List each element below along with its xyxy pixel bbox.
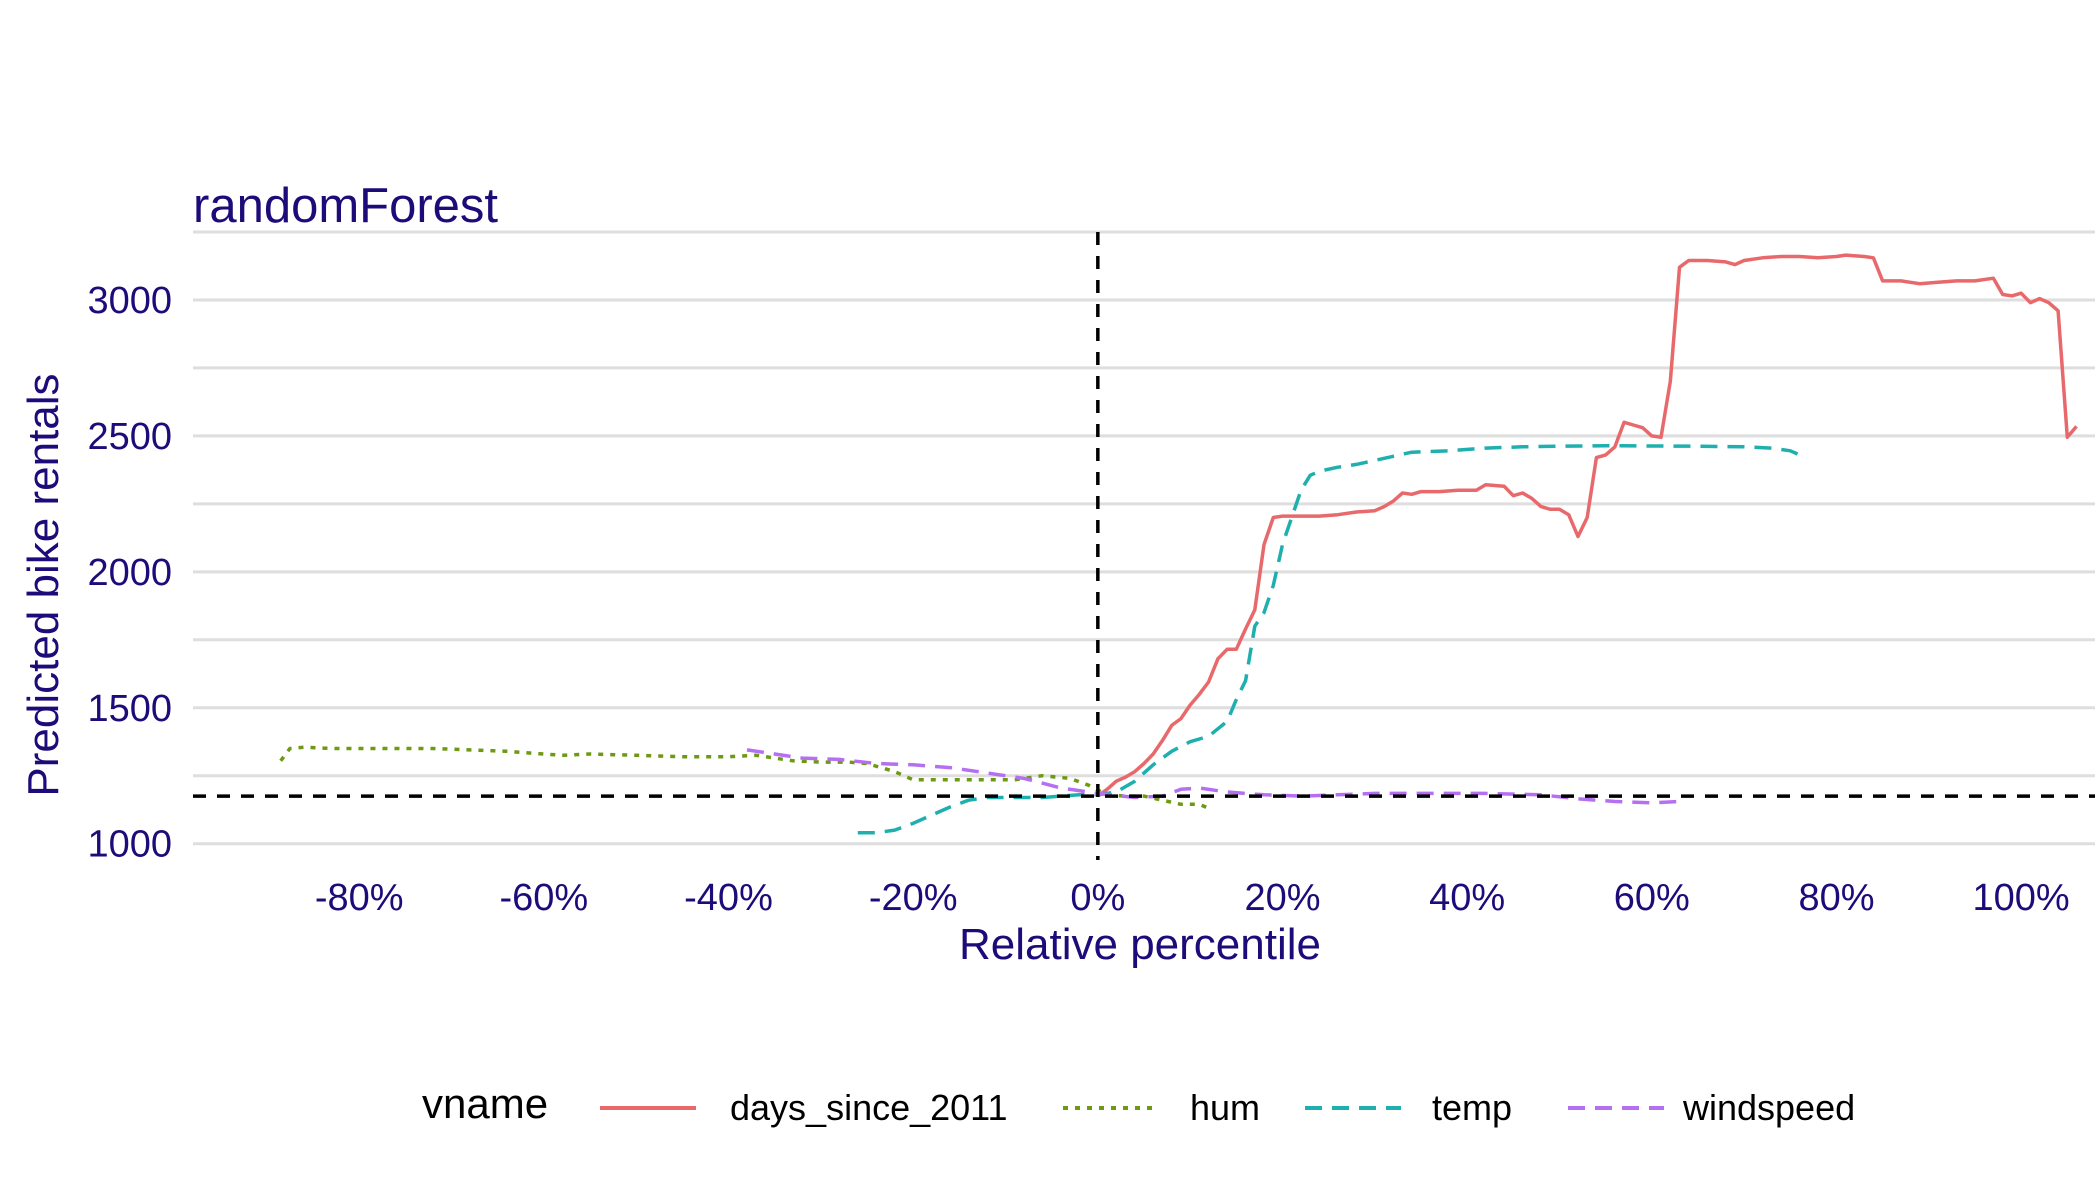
x-tick-label: 20% [1244, 877, 1320, 919]
legend-label-hum: hum [1190, 1087, 1260, 1128]
x-tick-label: 40% [1429, 877, 1505, 919]
x-tick-label: -80% [315, 877, 404, 919]
chart-title: randomForest [193, 179, 498, 233]
x-tick-label: -60% [499, 877, 588, 919]
x-tick-labels: -80% -60% -40% -20% 0% 20% 40% 60% 80% 100% [315, 877, 2070, 919]
x-tick-label: -40% [684, 877, 773, 919]
x-tick-label: 0% [1070, 877, 1125, 919]
series-line-days-since-2011 [1096, 253, 2078, 798]
x-tick-label: 80% [1798, 877, 1874, 919]
y-axis-label: Predicted bike rentals [19, 373, 68, 796]
y-tick-label: 3000 [87, 280, 172, 322]
y-tick-label: 2500 [87, 416, 172, 458]
series-line-temp [857, 443, 1801, 835]
legend-label-days-since-2011: days_since_2011 [730, 1087, 1008, 1128]
series-line-windspeed [746, 748, 1680, 805]
legend-label-windspeed: windspeed [1682, 1087, 1855, 1128]
legend-title: vname [422, 1080, 548, 1127]
x-tick-label: 60% [1614, 877, 1690, 919]
legend-label-temp: temp [1432, 1087, 1512, 1128]
y-tick-label: 1000 [87, 824, 172, 866]
gridlines [193, 230, 2095, 846]
legend-items: days_since_2011 hum temp windspeed [600, 1087, 1855, 1128]
series-layer [279, 253, 2078, 835]
x-axis-label: Relative percentile [959, 920, 1321, 969]
y-tick-label: 2000 [87, 552, 172, 594]
legend: vname days_since_2011 hum temp windspeed [422, 1080, 1855, 1128]
y-tick-label: 1500 [87, 688, 172, 730]
x-tick-label: -20% [869, 877, 958, 919]
x-tick-label: 100% [1973, 877, 2070, 919]
y-tick-labels: 1000 1500 2000 2500 3000 [87, 280, 172, 866]
series-line-hum [279, 745, 1210, 810]
reference-lines [193, 232, 2095, 860]
